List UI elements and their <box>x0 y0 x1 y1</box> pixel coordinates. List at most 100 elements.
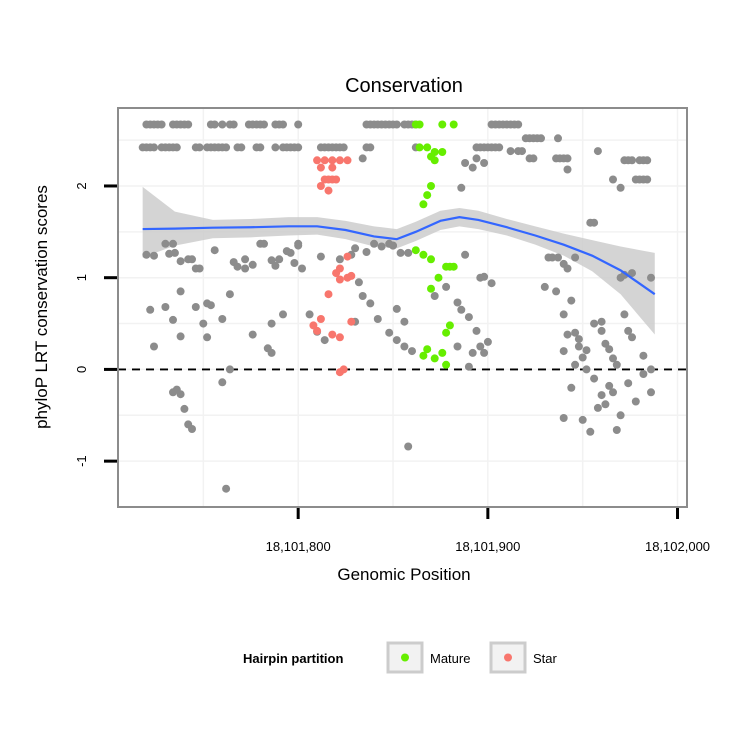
point-other <box>647 273 655 282</box>
confidence-ribbon <box>142 186 655 335</box>
point-other <box>241 264 250 273</box>
point-star <box>324 186 333 195</box>
point-other <box>225 290 234 299</box>
point-other <box>377 242 386 251</box>
point-other <box>366 299 375 308</box>
point-other <box>225 365 234 374</box>
point-other <box>430 292 439 300</box>
point-mature <box>427 284 435 293</box>
point-mature <box>438 148 447 156</box>
point-other <box>582 346 591 355</box>
point-other <box>176 257 185 266</box>
point-star <box>343 273 352 282</box>
point-star <box>335 333 344 342</box>
point-other <box>559 347 568 356</box>
point-other <box>210 246 219 255</box>
legend-swatch <box>504 653 512 662</box>
point-other <box>150 342 158 351</box>
point-other <box>616 183 625 192</box>
legend: Hairpin partition Mature Star <box>243 641 558 674</box>
point-other <box>256 143 265 152</box>
point-other <box>408 347 416 356</box>
point-other <box>597 391 606 400</box>
point-mature <box>430 354 439 363</box>
point-other <box>279 120 287 129</box>
point-mature <box>442 328 451 337</box>
point-other <box>229 120 238 129</box>
point-other <box>563 330 572 339</box>
point-other <box>643 175 652 184</box>
point-star <box>313 326 322 335</box>
point-other <box>631 397 640 406</box>
point-other <box>628 269 636 278</box>
point-other <box>590 374 599 383</box>
point-star <box>343 156 352 165</box>
point-other <box>628 156 636 165</box>
point-other <box>396 248 405 257</box>
point-mature <box>434 273 443 282</box>
point-other <box>392 304 401 313</box>
point-other <box>275 255 284 264</box>
point-star <box>335 156 344 165</box>
point-other <box>468 163 477 172</box>
x-axis-title: Genomic Position <box>337 565 470 584</box>
legend-title: Hairpin partition <box>243 651 343 666</box>
point-other <box>548 253 557 262</box>
point-other <box>563 154 572 163</box>
point-other <box>457 305 466 314</box>
point-mature <box>415 143 424 152</box>
point-other <box>320 336 329 345</box>
point-other <box>150 143 158 152</box>
point-other <box>233 262 242 271</box>
point-other <box>578 353 587 362</box>
point-other <box>400 317 409 326</box>
point-other <box>559 414 568 422</box>
point-other <box>453 298 462 307</box>
point-other <box>248 330 257 339</box>
point-other <box>210 120 219 129</box>
point-other <box>316 252 325 261</box>
legend-label: Star <box>533 651 558 666</box>
point-mature <box>411 246 420 255</box>
point-mature <box>449 262 458 271</box>
point-other <box>373 315 382 323</box>
point-other <box>305 310 314 319</box>
point-other <box>609 354 617 363</box>
point-other <box>298 264 306 273</box>
smooth-trend-line <box>142 216 656 296</box>
point-other <box>552 287 561 296</box>
point-star <box>324 290 333 299</box>
x-axis: 18,101,800 18,101,900 18,102,000 <box>266 508 710 554</box>
point-other <box>169 239 177 248</box>
point-other <box>480 348 489 357</box>
point-other <box>294 143 303 152</box>
point-other <box>476 342 485 351</box>
point-other <box>518 147 526 156</box>
point-other <box>628 333 636 342</box>
point-other <box>294 239 303 248</box>
point-other <box>389 241 397 250</box>
legend-entry-mature: Mature <box>386 641 470 674</box>
point-star <box>332 175 341 184</box>
point-other <box>593 147 602 156</box>
point-other <box>260 120 268 129</box>
point-other <box>612 426 621 434</box>
point-other <box>605 381 614 390</box>
point-other <box>495 143 504 152</box>
point-other <box>267 319 276 328</box>
x-tick-label: 18,101,900 <box>455 539 520 554</box>
point-other <box>567 296 576 305</box>
point-other <box>483 337 492 346</box>
point-other <box>537 134 545 143</box>
point-other <box>605 345 614 354</box>
point-mature <box>427 182 435 190</box>
point-other <box>468 348 477 357</box>
point-other <box>461 250 470 259</box>
point-other <box>616 411 625 420</box>
point-other <box>464 362 473 371</box>
point-other <box>351 244 360 253</box>
point-other <box>506 147 515 156</box>
point-other <box>169 388 177 397</box>
point-other <box>195 143 204 152</box>
point-mature <box>419 250 428 259</box>
